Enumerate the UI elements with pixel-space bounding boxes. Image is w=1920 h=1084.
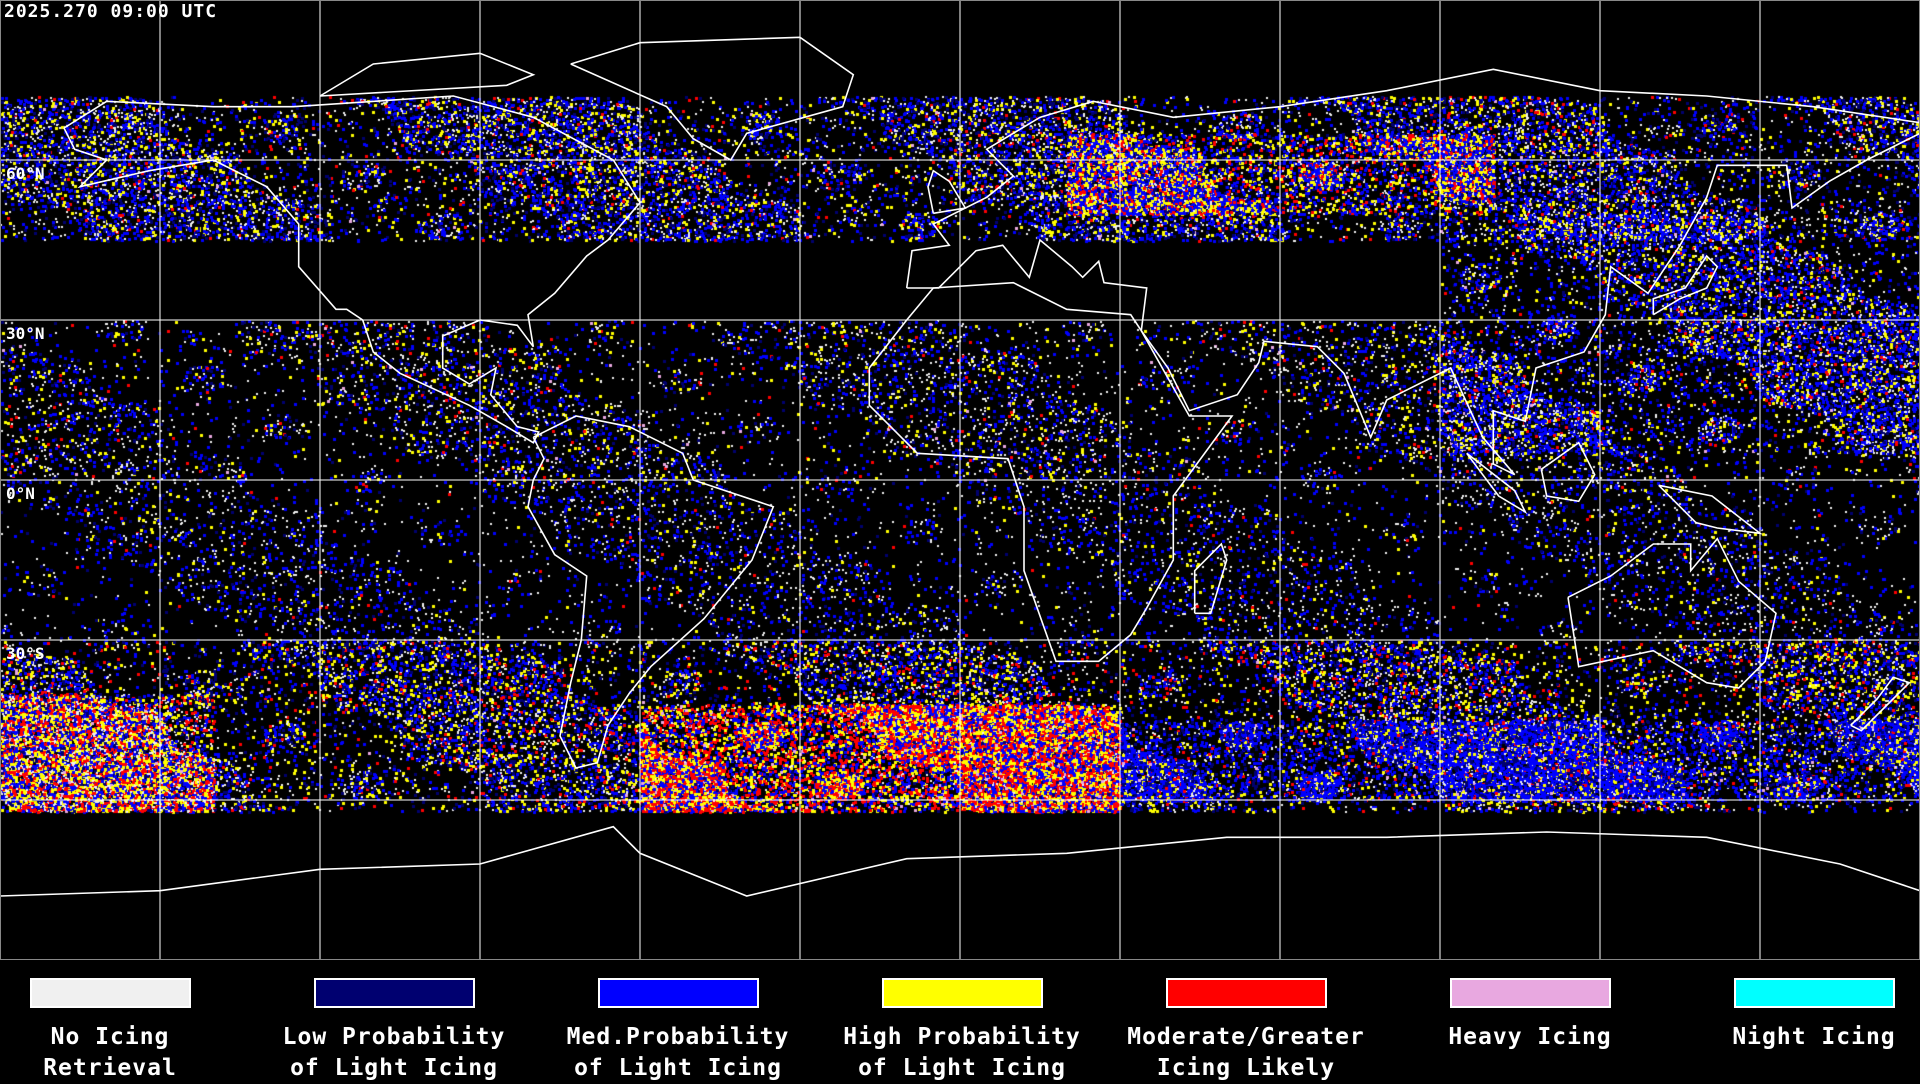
lat-label-0n: 0°N	[6, 484, 35, 503]
legend-swatch	[1733, 978, 1895, 1008]
icing-map: 2025.270 09:00 UTC 60°N 30°N 0°N 30°S	[0, 0, 1920, 960]
lat-lon-grid	[0, 0, 1920, 960]
legend-item-med-probability: Med.Probability of Light Icing	[536, 978, 820, 1084]
lat-label-30s: 30°S	[6, 644, 45, 663]
coastline-south-america	[527, 415, 775, 769]
coastline-north-america	[63, 95, 641, 444]
coastline-sumatra	[1466, 452, 1528, 515]
coastline-australia	[1567, 537, 1777, 689]
coastline-arctic-islands	[319, 52, 536, 97]
legend-item-low-probability: Low Probability of Light Icing	[252, 978, 536, 1084]
coastline-eurasia	[905, 68, 1920, 476]
legend-swatch	[1449, 978, 1611, 1008]
legend-swatch	[881, 978, 1043, 1008]
coastline-africa	[868, 281, 1234, 663]
legend-item-night-icing: Night Icing	[1672, 978, 1920, 1053]
legend-item-high-probability: High Probability of Light Icing	[820, 978, 1104, 1084]
coastline-borneo	[1540, 441, 1596, 503]
lat-label-60n: 60°N	[6, 164, 45, 183]
map-overlay	[0, 0, 1920, 960]
legend-swatch	[313, 978, 475, 1008]
legend-swatch	[29, 978, 191, 1008]
coastline-new-zealand	[1850, 676, 1911, 732]
coastline-madagascar	[1193, 542, 1228, 615]
legend-label: Low Probability of Light Icing	[282, 1024, 506, 1081]
legend-item-no-icing: No Icing Retrieval	[0, 978, 252, 1084]
legend-label: Heavy Icing	[1448, 1024, 1612, 1050]
coastline-greenland	[570, 36, 855, 162]
legend-swatch	[597, 978, 759, 1008]
legend-label: High Probability of Light Icing	[843, 1024, 1081, 1081]
legend-label: Moderate/Greater Icing Likely	[1127, 1024, 1365, 1081]
timestamp: 2025.270 09:00 UTC	[4, 1, 218, 22]
legend-label: No Icing Retrieval	[43, 1024, 177, 1081]
coastline-japan	[1652, 254, 1719, 316]
legend-label: Med.Probability of Light Icing	[566, 1024, 790, 1081]
coastline-new-guinea	[1658, 484, 1763, 535]
legend-label: Night Icing	[1732, 1024, 1896, 1050]
legend-swatch	[1165, 978, 1327, 1008]
coastline-antarctica	[0, 825, 1920, 897]
legend: No Icing Retrieval Low Probability of Ligh…	[0, 960, 1920, 1081]
legend-item-moderate-greater: Moderate/Greater Icing Likely	[1104, 978, 1388, 1084]
legend-item-heavy-icing: Heavy Icing	[1388, 978, 1672, 1053]
lat-label-30n: 30°N	[6, 324, 45, 343]
